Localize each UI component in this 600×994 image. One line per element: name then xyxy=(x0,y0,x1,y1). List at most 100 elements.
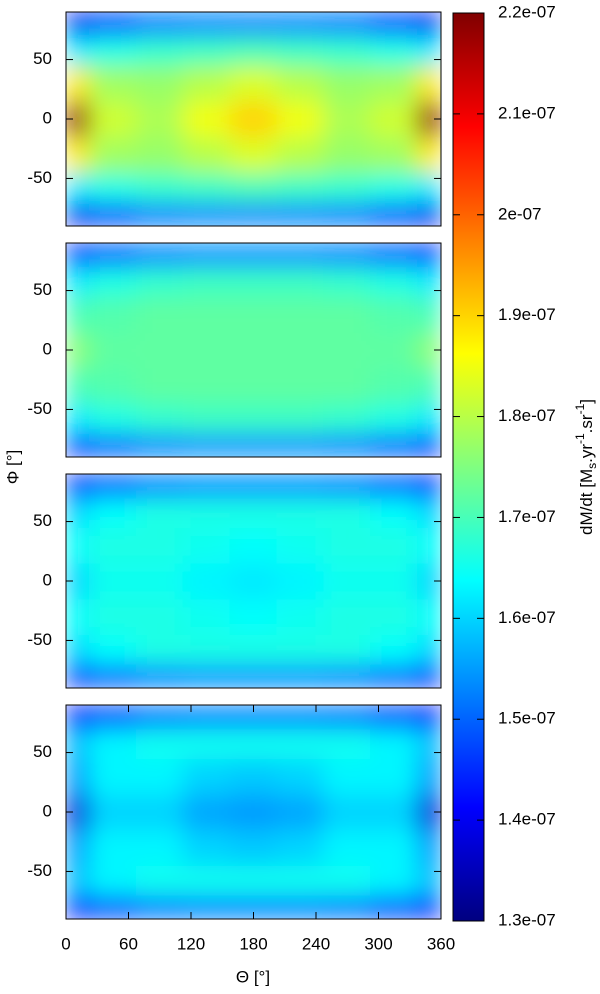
heatmap-cell xyxy=(229,432,278,457)
heatmap-cell xyxy=(66,598,90,635)
heatmap-cell xyxy=(370,497,419,528)
y-tick-label: -50 xyxy=(27,168,52,187)
heatmap-cell xyxy=(323,705,372,730)
heatmap-cell xyxy=(135,367,184,404)
heatmap-cell xyxy=(88,201,137,226)
heatmap-cell xyxy=(276,65,325,102)
heatmap-cell xyxy=(182,243,231,268)
heatmap-cell xyxy=(135,172,184,203)
heatmap-cell xyxy=(135,35,184,66)
heatmap-cell xyxy=(182,432,231,457)
y-tick-label: 0 xyxy=(43,339,52,358)
heatmap-cell xyxy=(229,562,278,600)
heatmap-cell xyxy=(229,35,278,66)
heatmap-cell xyxy=(182,758,231,795)
heatmap-cell xyxy=(370,243,419,268)
heatmap-cell xyxy=(66,172,90,203)
heatmap-cell xyxy=(135,865,184,896)
heatmap-cell xyxy=(229,266,278,297)
heatmap-cell xyxy=(323,865,372,896)
heatmap-cell xyxy=(229,65,278,102)
colorbar-tick-label: 1.4e-07 xyxy=(498,810,556,829)
heatmap-cell xyxy=(135,136,184,173)
heatmap-cell xyxy=(417,894,441,919)
heatmap-cell xyxy=(88,367,137,404)
heatmap-cell xyxy=(323,728,372,759)
heatmap-cell xyxy=(417,705,441,730)
heatmap-cell xyxy=(276,728,325,759)
heatmap-cell xyxy=(88,331,137,369)
x-tick-label: 240 xyxy=(302,934,330,953)
colorbar xyxy=(453,13,484,921)
heatmap-cell xyxy=(66,527,90,564)
heatmap-cell xyxy=(88,136,137,173)
heatmap-cell xyxy=(323,793,372,831)
heatmap-cell xyxy=(88,12,137,37)
heatmap-cell xyxy=(135,758,184,795)
heatmap-cell xyxy=(66,758,90,795)
colorbar-label-part: .yr xyxy=(577,444,596,463)
heatmap-cell xyxy=(88,894,137,919)
heatmap-cells xyxy=(66,243,441,457)
heatmap-cell xyxy=(370,403,419,434)
heatmap-cell xyxy=(417,403,441,434)
heatmap-cell xyxy=(276,829,325,866)
heatmap-cell xyxy=(135,331,184,369)
heatmap-cell xyxy=(66,136,90,173)
heatmap-cell xyxy=(229,497,278,528)
heatmap-cell xyxy=(370,201,419,226)
heatmap-cell xyxy=(417,296,441,333)
heatmap-cell xyxy=(323,758,372,795)
heatmap-cell xyxy=(323,403,372,434)
heatmap-cell xyxy=(182,634,231,665)
heatmap-cell xyxy=(229,367,278,404)
heatmap-cell xyxy=(323,136,372,173)
heatmap-cell xyxy=(135,266,184,297)
heatmap-cell xyxy=(370,100,419,138)
heatmap-cell xyxy=(182,793,231,831)
y-tick-label: 0 xyxy=(43,108,52,127)
heatmap-cell xyxy=(417,598,441,635)
colorbar-label: dM/dt [Ms.yr-1.sr-1] xyxy=(573,399,599,535)
heatmap-cell xyxy=(276,432,325,457)
heatmap-cell xyxy=(88,474,137,499)
heatmap-cell xyxy=(66,243,90,268)
colorbar-tick-label: 2.2e-07 xyxy=(498,2,556,21)
heatmap-cell xyxy=(66,296,90,333)
heatmap-cell xyxy=(66,474,90,499)
heatmap-cell xyxy=(323,894,372,919)
heatmap-cell xyxy=(370,367,419,404)
heatmap-cell xyxy=(182,829,231,866)
heatmap-cell xyxy=(417,474,441,499)
heatmap-cell xyxy=(66,367,90,404)
heatmap-cell xyxy=(88,634,137,665)
heatmap-cell xyxy=(135,663,184,688)
heatmap-cell xyxy=(323,634,372,665)
y-tick-label: 50 xyxy=(33,49,52,68)
heatmap-cell xyxy=(276,865,325,896)
heatmap-cell xyxy=(370,266,419,297)
heatmap-cell xyxy=(66,432,90,457)
heatmap-cell xyxy=(276,758,325,795)
heatmap-cell xyxy=(276,705,325,730)
heatmap-cell xyxy=(370,793,419,831)
heatmap-cell xyxy=(417,136,441,173)
heatmap-cell xyxy=(229,172,278,203)
heatmap-cell xyxy=(276,35,325,66)
heatmap-cell xyxy=(276,497,325,528)
heatmap-cell xyxy=(135,497,184,528)
x-tick-label: 60 xyxy=(119,934,138,953)
heatmap-cell xyxy=(66,663,90,688)
heatmap-cell xyxy=(135,432,184,457)
heatmap-cell xyxy=(229,634,278,665)
heatmap-cell xyxy=(182,728,231,759)
heatmap-cell xyxy=(276,598,325,635)
heatmap-cell xyxy=(417,201,441,226)
heatmap-cell xyxy=(88,705,137,730)
heatmap-cell xyxy=(182,266,231,297)
heatmap-cell xyxy=(135,100,184,138)
heatmap-cell xyxy=(135,705,184,730)
heatmap-cell xyxy=(276,243,325,268)
heatmap-cell xyxy=(182,663,231,688)
heatmap-cell xyxy=(66,793,90,831)
